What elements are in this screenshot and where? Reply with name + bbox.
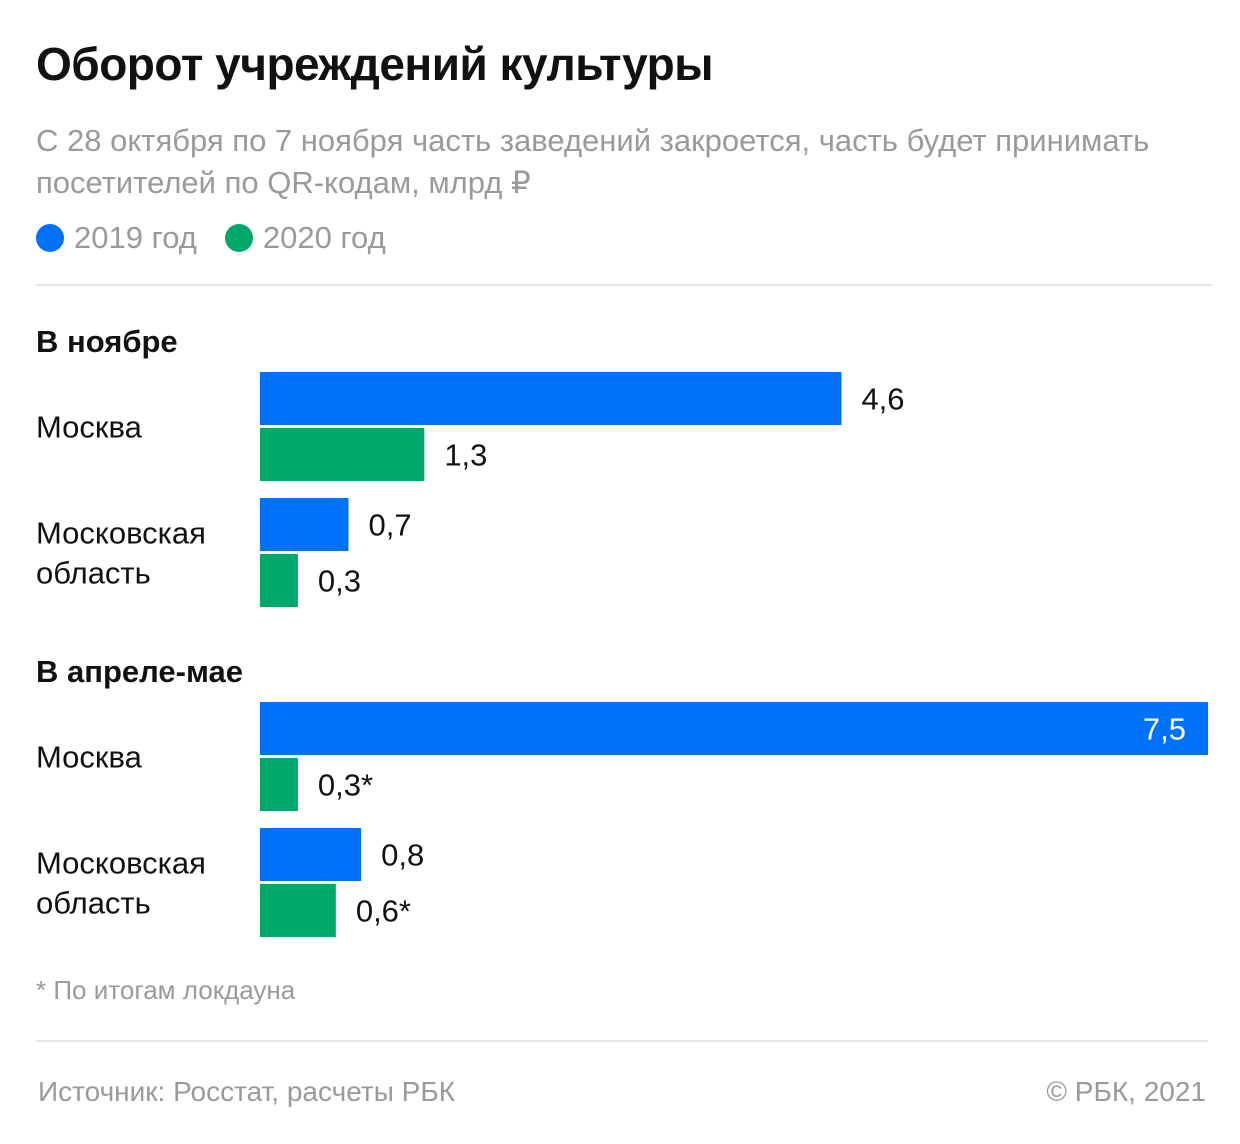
legend-dot-2019-icon [36, 224, 64, 252]
bar-2019 [260, 702, 1208, 755]
source-note: Источник: Росстат, расчеты РБК [38, 1076, 456, 1107]
bar-2019 [260, 828, 362, 881]
legend-item-2020: 2020 год [224, 220, 386, 256]
bar-2020 [260, 428, 425, 481]
copyright: © РБК, 2021 [1046, 1076, 1206, 1107]
bar-chart: В ноябре Москва 4,6 1,3 Московская область 0,7… [36, 324, 1208, 937]
top-divider [36, 284, 1212, 286]
category-label: Московская область [36, 846, 206, 921]
bar-2019 [260, 498, 349, 551]
bar-value-label: 1,3 [444, 438, 487, 473]
legend-item-2019: 2019 год [36, 220, 197, 256]
chart-subtitle: С 28 октября по 7 ноября часть заведений… [36, 123, 1150, 200]
bar-2020 [260, 758, 298, 811]
legend-dot-2020-icon [224, 224, 253, 252]
legend-label-2019: 2019 год [74, 220, 197, 255]
bar-value-label: 4,6 [861, 382, 904, 417]
category-label: Москва [36, 740, 143, 775]
bar-2019 [260, 372, 842, 425]
bar-2020 [260, 884, 336, 937]
bar-value-label: 7,5 [1143, 712, 1186, 747]
chart-title: Оборот учреждений культуры [36, 38, 714, 90]
legend-label-2020: 2020 год [262, 220, 386, 255]
bar-value-label: 0,7 [368, 508, 411, 543]
footnote: * По итогам локдауна [36, 975, 296, 1005]
bar-2020 [260, 554, 298, 607]
bottom-divider [36, 1040, 1208, 1042]
group-title-1: В ноябре [36, 324, 178, 359]
bar-value-label: 0,3* [318, 768, 373, 803]
bar-value-label: 0,6* [356, 894, 411, 929]
legend: 2019 год 2020 год [36, 216, 414, 260]
bar-value-label: 0,3 [318, 564, 361, 599]
group-title-2: В апреле-мае [36, 654, 243, 689]
bar-value-label: 0,8 [381, 838, 424, 873]
category-label: Москва [36, 410, 143, 445]
category-label: Московская область [36, 516, 206, 591]
